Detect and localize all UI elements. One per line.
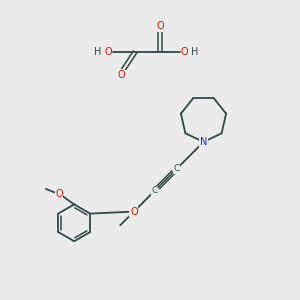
- Text: N: N: [200, 137, 207, 147]
- Text: O: O: [130, 207, 138, 217]
- Text: O: O: [55, 189, 63, 199]
- Text: O: O: [104, 47, 112, 57]
- Text: H: H: [94, 47, 102, 57]
- Text: O: O: [118, 70, 126, 80]
- Text: C: C: [174, 164, 180, 173]
- Text: O: O: [181, 47, 188, 57]
- Text: H: H: [191, 47, 198, 57]
- Text: C: C: [152, 186, 158, 195]
- Text: O: O: [157, 21, 164, 31]
